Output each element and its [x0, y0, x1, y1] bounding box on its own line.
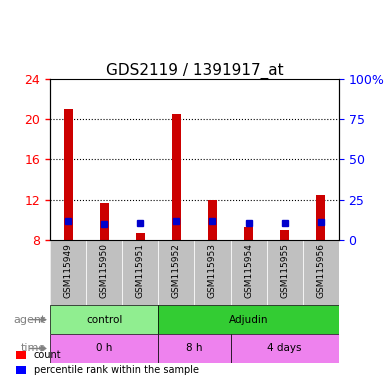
Text: 4 days: 4 days [268, 343, 302, 354]
Legend: count, percentile rank within the sample: count, percentile rank within the sample [13, 346, 203, 379]
Bar [231, 240, 266, 305]
Bar [64, 109, 73, 240]
Bar [122, 240, 158, 305]
Bar [244, 227, 253, 240]
Bar [208, 200, 217, 240]
Text: GSM115955: GSM115955 [280, 243, 289, 298]
Bar [158, 240, 194, 305]
Bar [231, 334, 339, 363]
Bar [158, 305, 339, 334]
Text: GSM115950: GSM115950 [100, 243, 109, 298]
Title: GDS2119 / 1391917_at: GDS2119 / 1391917_at [105, 63, 283, 79]
Text: GSM115952: GSM115952 [172, 243, 181, 298]
Bar [316, 195, 325, 240]
Text: control: control [86, 314, 122, 325]
Text: 8 h: 8 h [186, 343, 203, 354]
Bar [100, 203, 109, 240]
Bar [50, 334, 158, 363]
Bar [50, 305, 158, 334]
Bar [158, 334, 231, 363]
Text: GSM115953: GSM115953 [208, 243, 217, 298]
Bar [194, 240, 231, 305]
Text: 0 h: 0 h [96, 343, 112, 354]
Bar [86, 240, 122, 305]
Bar [50, 240, 86, 305]
Text: GSM115951: GSM115951 [136, 243, 145, 298]
Text: agent: agent [14, 314, 46, 325]
Text: time: time [21, 343, 46, 354]
Text: GSM115949: GSM115949 [64, 243, 73, 298]
Bar [172, 114, 181, 240]
Text: Adjudin: Adjudin [229, 314, 268, 325]
Bar [136, 233, 145, 240]
Text: GSM115954: GSM115954 [244, 243, 253, 298]
Bar [280, 230, 289, 240]
Bar [266, 240, 303, 305]
Bar [303, 240, 339, 305]
Text: GSM115956: GSM115956 [316, 243, 325, 298]
